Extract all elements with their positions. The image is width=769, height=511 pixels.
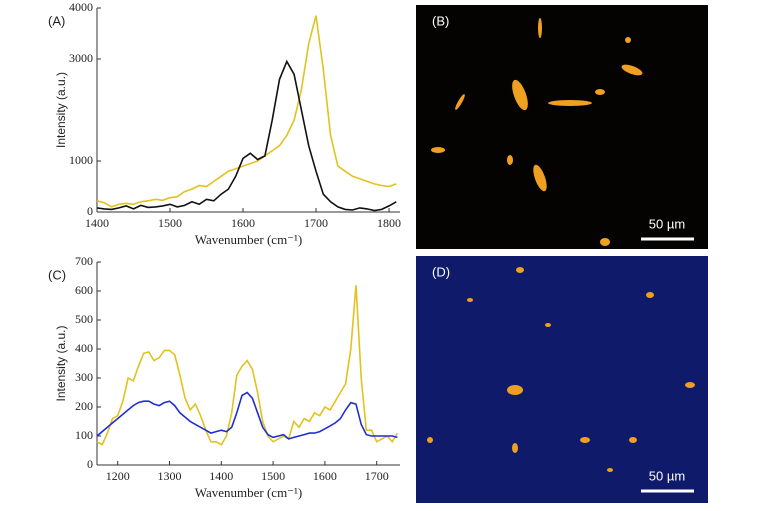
spectrum-line — [96, 15, 397, 208]
particles-b — [431, 18, 643, 246]
y-tick-label: 0 — [87, 457, 93, 471]
scale-label: 50 µm — [649, 216, 685, 231]
image-d — [416, 256, 708, 503]
x-tick-label: 1200 — [106, 469, 130, 483]
x-axis-label: Wavenumber (cm⁻¹) — [195, 232, 303, 247]
y-axis-label: Intensity (a.u.) — [54, 72, 68, 148]
x-tick-label: 1300 — [158, 469, 182, 483]
y-tick-label: 1000 — [69, 153, 93, 167]
y-tick-label: 700 — [75, 254, 93, 268]
x-tick-label: 1500 — [158, 216, 182, 230]
spectrum-line — [96, 285, 399, 446]
panel-label: (D) — [432, 264, 450, 279]
x-tick-label: 1700 — [304, 216, 328, 230]
y-tick-label: 500 — [75, 312, 93, 326]
spectrum-line — [96, 59, 397, 212]
y-tick-label: 3000 — [69, 51, 93, 65]
y-tick-label: 0 — [87, 204, 93, 218]
y-tick-label: 4000 — [69, 0, 93, 14]
y-axis-label: Intensity (a.u.) — [54, 325, 68, 401]
panel-label: (B) — [432, 13, 449, 28]
x-tick-label: 1400 — [85, 216, 109, 230]
x-axis-label: Wavenumber (cm⁻¹) — [195, 485, 303, 500]
y-tick-label: 400 — [75, 341, 93, 355]
image-b — [416, 5, 708, 249]
x-tick-label: 1700 — [365, 469, 389, 483]
y-tick-label: 300 — [75, 370, 93, 384]
scale-label: 50 µm — [649, 468, 685, 483]
x-tick-label: 1800 — [377, 216, 401, 230]
y-tick-label: 600 — [75, 283, 93, 297]
panel-label: (A) — [48, 13, 65, 28]
x-tick-label: 1600 — [231, 216, 255, 230]
y-tick-label: 200 — [75, 399, 93, 413]
spectrum-line — [96, 391, 398, 440]
particles-d — [427, 267, 695, 472]
panel-label: (C) — [48, 267, 66, 282]
x-tick-label: 1500 — [261, 469, 285, 483]
x-tick-label: 1400 — [209, 469, 233, 483]
x-tick-label: 1600 — [313, 469, 337, 483]
y-tick-label: 100 — [75, 428, 93, 442]
